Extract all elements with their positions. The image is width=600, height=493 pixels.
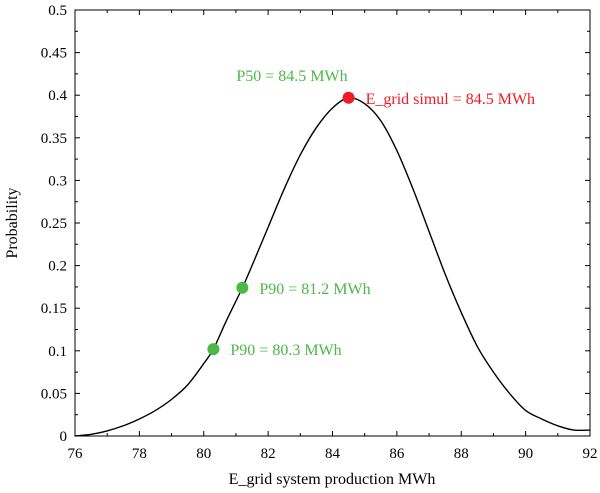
- marker-point: [236, 281, 249, 294]
- y-tick-label: 0.15: [41, 301, 67, 317]
- marker-label: P50 = 84.5 MWh: [236, 68, 347, 85]
- y-tick-label: 0.45: [41, 46, 67, 62]
- y-tick-label: 0.5: [48, 3, 67, 19]
- x-tick-label: 88: [454, 446, 469, 462]
- y-tick-label: 0.05: [41, 386, 67, 402]
- y-tick-label: 0: [60, 429, 68, 445]
- marker-label: P90 = 80.3 MWh: [230, 342, 341, 359]
- marker-point: [342, 91, 355, 104]
- x-tick-label: 92: [583, 446, 598, 462]
- x-tick-label: 76: [68, 446, 84, 462]
- y-tick-label: 0.35: [41, 131, 67, 147]
- y-tick-label: 0.3: [48, 173, 67, 189]
- y-axis-label: Probability: [4, 187, 21, 258]
- marker-point: [207, 343, 220, 356]
- x-tick-label: 90: [518, 446, 533, 462]
- x-tick-label: 78: [132, 446, 147, 462]
- x-axis-ticks: 76 78 80 82 84 86 88 90 92: [68, 10, 598, 462]
- x-tick-label: 80: [196, 446, 211, 462]
- probability-curve: [74, 96, 591, 437]
- x-axis-label: E_grid system production MWh: [229, 471, 436, 488]
- y-tick-label: 0.4: [48, 88, 67, 104]
- y-tick-label: 0.1: [48, 344, 67, 360]
- y-tick-label: 0.2: [48, 259, 67, 275]
- x-tick-label: 84: [325, 446, 341, 462]
- marker-label: E_grid simul = 84.5 MWh: [366, 91, 535, 108]
- x-tick-label: 86: [389, 446, 405, 462]
- y-axis-ticks: 0 0.05 0.1 0.15 0.2 0.25 0.3 0.35 0.4 0.45 0.5: [41, 3, 590, 445]
- marker-label: P90 = 81.2 MWh: [259, 281, 370, 298]
- marker-layer: E_grid simul = 84.5 MWh P50 = 84.5 MWh P90…: [207, 68, 535, 359]
- x-tick-label: 82: [261, 446, 276, 462]
- y-tick-label: 0.25: [41, 216, 67, 232]
